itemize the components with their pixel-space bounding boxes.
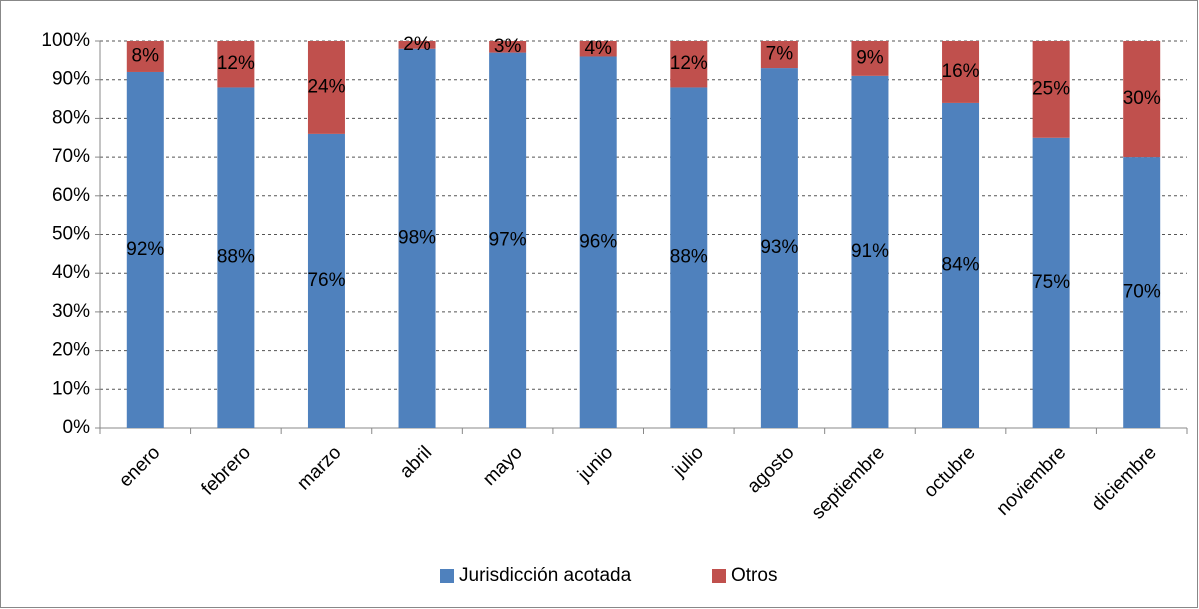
data-label: 16% [942,61,980,82]
data-label: 4% [584,38,612,59]
data-label: 12% [670,53,708,74]
data-label: 93% [760,237,798,258]
data-label: 70% [1123,282,1161,303]
bar-segment [851,41,889,76]
y-tick-label: 80% [52,107,90,128]
bar-segment [851,75,889,428]
data-label: 91% [851,241,889,262]
y-tick-label: 100% [41,30,90,51]
data-label: 25% [1032,78,1070,99]
y-tick-label: 10% [52,378,90,399]
data-label: 96% [579,231,617,252]
bar-segment [1123,157,1161,428]
bar-segment [126,41,164,72]
data-label: 8% [132,45,160,66]
legend-label: Jurisdicción acotada [459,565,632,586]
data-label: 76% [307,270,345,291]
data-label: 3% [494,36,522,57]
data-label: 7% [766,44,794,65]
bar-segment [489,52,527,429]
y-tick-label: 0% [63,417,91,438]
bar-segment [579,41,617,57]
data-label: 75% [1032,272,1070,293]
bar-segment [1032,137,1070,428]
data-label: 97% [489,229,527,250]
y-tick-label: 60% [52,185,90,206]
bar-segment [760,68,798,428]
bar-segment [307,133,345,428]
bar-segment [1123,41,1161,158]
data-label: 12% [217,53,255,74]
data-label: 30% [1123,88,1161,109]
data-label: 98% [398,227,436,248]
data-label: 88% [670,247,708,268]
y-tick-label: 40% [52,262,90,283]
y-tick-label: 20% [52,340,90,361]
data-label: 88% [217,247,255,268]
y-tick-label: 90% [52,69,90,90]
bar-segment [579,56,617,428]
bar-segment [489,41,527,53]
bar-segment [398,41,436,49]
legend-swatch [712,569,726,583]
legend-swatch [440,569,454,583]
y-tick-label: 30% [52,301,90,322]
data-label: 2% [403,34,431,55]
bar-segment [670,41,708,88]
y-tick-label: 50% [52,224,90,245]
bar-segment [126,71,164,429]
data-label: 9% [856,47,884,68]
bar-segment [1032,41,1070,138]
data-label: 84% [942,254,980,275]
bar-segment [307,41,345,134]
legend-label: Otros [731,565,777,586]
data-label: 92% [126,239,164,260]
bar-segment [217,41,255,88]
bar-segment [760,41,798,69]
bar-segment [217,87,255,428]
bar-segment [942,41,980,103]
bar-segment [670,87,708,428]
y-tick-label: 70% [52,146,90,167]
bar-segment [942,102,980,429]
bar-segment [398,48,436,429]
data-label: 24% [307,76,345,97]
